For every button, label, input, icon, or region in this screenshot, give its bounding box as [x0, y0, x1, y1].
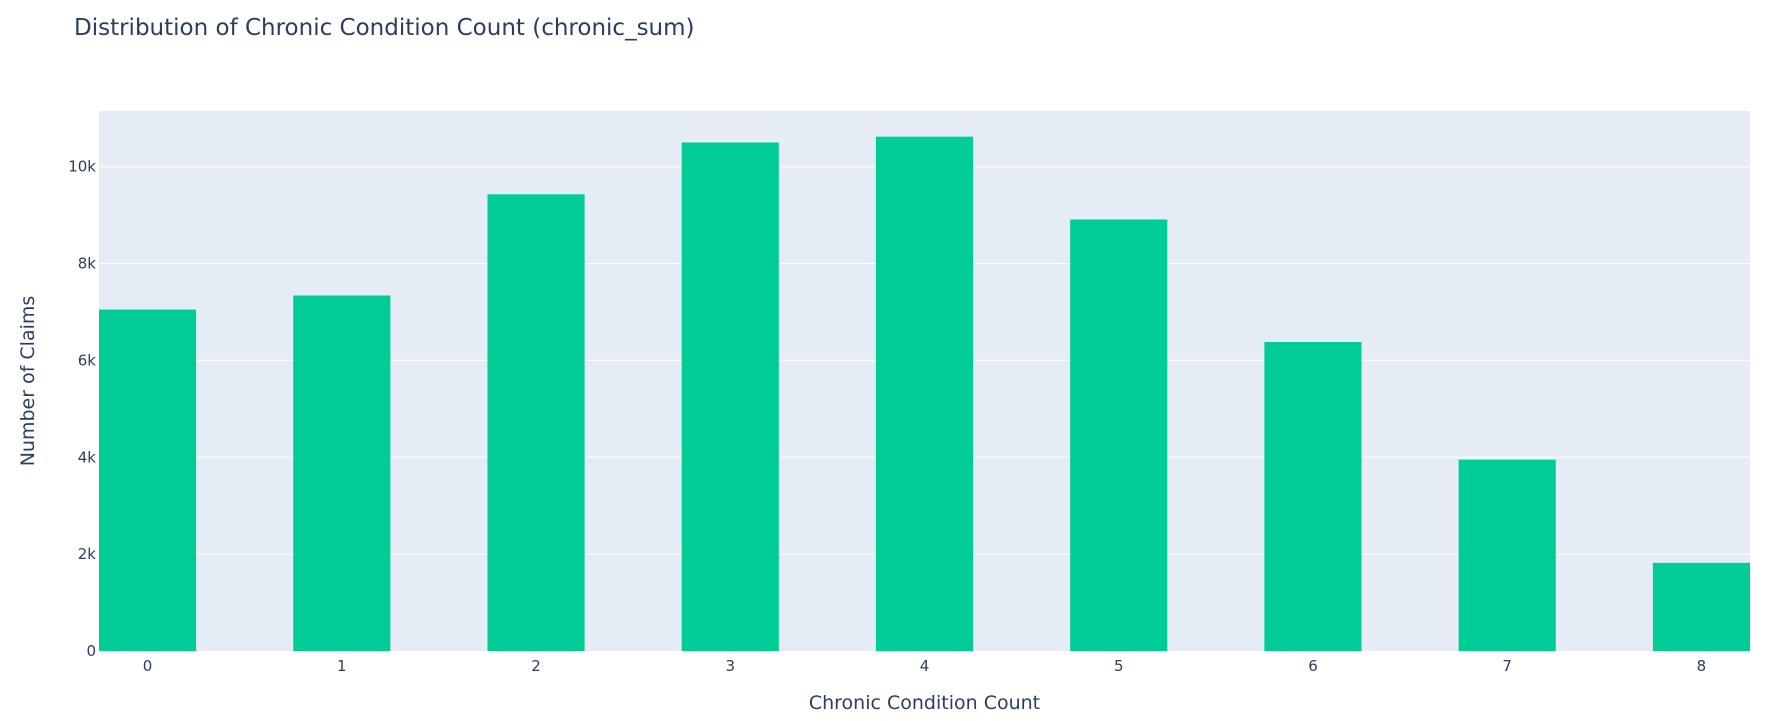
y-tick-label: 10k [68, 158, 96, 176]
x-tick-label: 6 [1308, 657, 1318, 675]
x-tick-label: 2 [531, 657, 541, 675]
bar-6 [1264, 342, 1362, 651]
y-axis-ticks: 0 2k 4k 6k 8k 10k [68, 158, 96, 660]
bar-5 [1070, 219, 1168, 651]
x-tick-label: 3 [725, 657, 735, 675]
chart-title: Distribution of Chronic Condition Count … [74, 15, 695, 41]
y-tick-label: 2k [78, 545, 97, 563]
y-axis-title: Number of Claims [17, 296, 39, 467]
x-tick-label: 8 [1697, 657, 1707, 675]
y-tick-label: 4k [78, 448, 97, 466]
bar-3 [681, 142, 779, 651]
bar-8 [1652, 562, 1750, 651]
x-tick-label: 0 [143, 657, 153, 675]
bar-2 [487, 194, 585, 651]
y-tick-label: 8k [78, 255, 97, 273]
x-tick-label: 4 [920, 657, 930, 675]
x-axis-ticks: 0 1 2 3 4 5 6 7 8 [143, 657, 1706, 675]
y-tick-label: 6k [78, 351, 97, 369]
x-tick-label: 5 [1114, 657, 1124, 675]
x-tick-label: 7 [1502, 657, 1512, 675]
bar-1 [293, 295, 391, 651]
bar-4 [875, 136, 974, 652]
x-axis-title: Chronic Condition Count [809, 692, 1040, 714]
y-tick-label: 0 [86, 642, 96, 660]
bars [99, 136, 1750, 652]
bar-7 [1458, 459, 1556, 651]
bar-0 [99, 309, 197, 651]
x-tick-label: 1 [337, 657, 347, 675]
